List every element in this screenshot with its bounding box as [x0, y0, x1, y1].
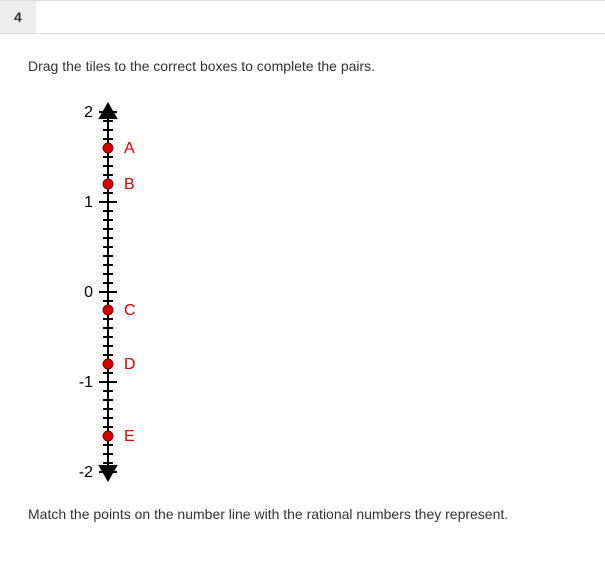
numberline-point-c[interactable] [103, 305, 113, 315]
tick-label: -2 [79, 464, 93, 481]
point-label-a: A [124, 140, 135, 157]
instruction-text: Drag the tiles to the correct boxes to c… [28, 58, 577, 74]
numberline-svg: 2 1 0 -1 -2 A B C D E [64, 92, 184, 492]
tick-label: 0 [84, 284, 93, 301]
point-label-e: E [124, 428, 135, 445]
numberline-point-d[interactable] [103, 359, 113, 369]
point-label-b: B [124, 176, 135, 193]
numberline-point-a[interactable] [103, 143, 113, 153]
tick-label: 2 [84, 104, 93, 121]
numberline-point-e[interactable] [103, 431, 113, 441]
numberline-point-b[interactable] [103, 179, 113, 189]
point-label-d: D [124, 356, 136, 373]
tick-label: -1 [79, 374, 93, 391]
question-number-bar: 4 [0, 0, 605, 34]
question-number: 4 [0, 1, 36, 33]
tick-label: 1 [84, 194, 93, 211]
content-area: Drag the tiles to the correct boxes to c… [0, 34, 605, 552]
numberline-container: 2 1 0 -1 -2 A B C D E [64, 92, 577, 492]
bottom-instruction: Match the points on the number line with… [28, 506, 577, 522]
point-label-c: C [124, 302, 136, 319]
